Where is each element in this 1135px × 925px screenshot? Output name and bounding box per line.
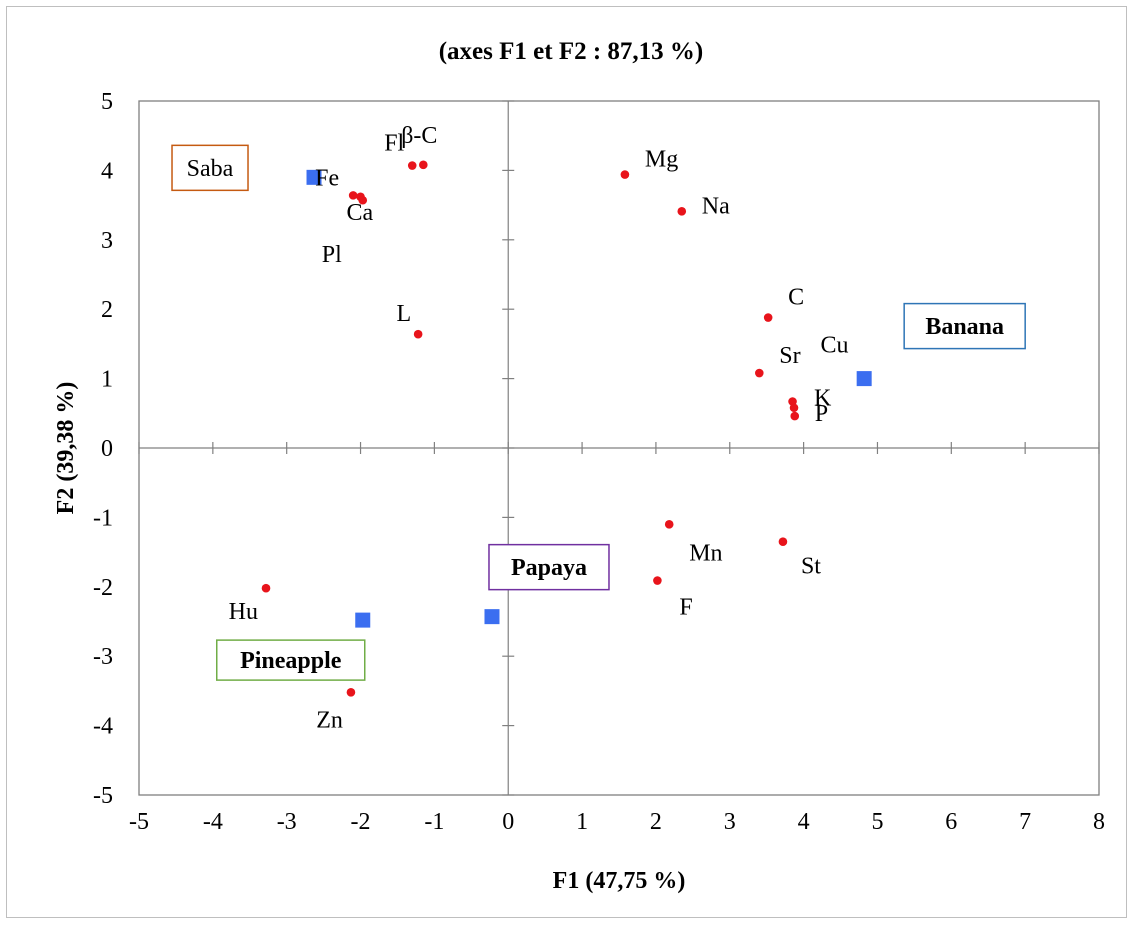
group-label-box [488,543,610,591]
variable-point [261,583,271,593]
variable-label: P [815,401,828,427]
y-tick-label: 0 [101,436,113,462]
y-tick-label: 4 [101,158,113,184]
variable-point [407,161,417,170]
group-label: Pineapple [240,648,342,674]
x-tick-label: -4 [203,809,223,835]
pca-biplot: (axes F1 et F2 : 87,13 %) -5 -4 -3 -2 -1 0 1 2 3… [53,38,1105,894]
x-axis-title: F1 (47,75 %) [553,868,686,894]
group-label: Papaya [511,555,587,581]
y-tick-label: -5 [93,783,113,809]
variable-label: L [396,301,411,327]
variable-label: St [801,554,821,580]
x-tick-label: -2 [351,809,371,835]
group-label-box [903,302,1026,350]
tick-labels: -5 -4 -3 -2 -1 0 1 2 3 4 5 6 7 8 -5 -4 -3 -2 -1 0 1 2 3 4 5 [93,89,1105,835]
data-marks [261,160,872,697]
y-tick-label: 1 [101,367,113,393]
variable-point [653,576,662,585]
y-tick-label: -1 [93,505,113,531]
x-tick-label: 0 [502,809,514,835]
variable-point [620,170,630,179]
group-point [484,609,500,625]
variable-point [677,207,687,216]
variable-label: Na [702,193,730,219]
variable-point [346,687,356,697]
x-tick-label: -1 [424,809,444,835]
y-tick-label: -2 [93,575,113,601]
variable-label: Hu [229,599,258,625]
variable-label: Ca [347,200,374,226]
axes-layer [138,100,1100,796]
x-tick-label: 6 [945,809,957,835]
y-axis-title: F2 (39,38 %) [53,382,79,515]
group-label-box [171,144,249,192]
y-tick-label: -3 [93,644,113,670]
x-tick-label: 3 [724,809,736,835]
y-tick-label: 2 [101,297,113,323]
variable-label: C [788,285,804,311]
variable-point [664,520,674,529]
x-tick-label: 7 [1019,809,1031,835]
variable-label: Mg [645,147,678,173]
x-tick-label: 4 [798,809,810,835]
group-label: Saba [187,156,234,182]
group-label: Banana [925,314,1004,340]
variable-point [763,313,773,322]
variable-label: K [814,386,832,412]
variable-point [755,368,764,378]
variable-label: Mn [689,540,722,566]
x-tick-label: 2 [650,809,662,835]
variable-point [348,191,358,200]
y-tick-label: 5 [101,89,113,115]
y-tick-label: -4 [93,714,113,740]
variable-label: β-C [401,123,437,149]
variable-label: Zn [316,707,343,733]
group-point [355,612,371,628]
variable-label: Cu [821,333,849,359]
chart-title: (axes F1 et F2 : 87,13 %) [439,38,704,65]
x-tick-label: -3 [277,809,297,835]
chart-frame: (axes F1 et F2 : 87,13 %) -5 -4 -3 -2 -1 0 1 2 3… [6,6,1127,918]
y-tick-label: 3 [101,228,113,254]
x-tick-label: 1 [576,809,588,835]
group-point [306,169,322,185]
variable-label: Fe [315,165,339,191]
variable-label: F [679,595,692,621]
variable-point [778,537,788,546]
x-tick-label: -5 [129,809,149,835]
group-point [856,371,872,387]
variable-point [358,195,368,205]
variable-point [419,160,428,170]
variable-label: Fl [384,131,404,157]
variable-point [413,329,423,339]
variable-label: Sr [779,343,800,369]
variable-label: Pl [322,242,342,268]
x-tick-label: 8 [1093,809,1105,835]
variable-point [789,403,799,413]
group-label-box [216,639,366,681]
x-tick-label: 5 [871,809,883,835]
variable-point [790,411,800,421]
